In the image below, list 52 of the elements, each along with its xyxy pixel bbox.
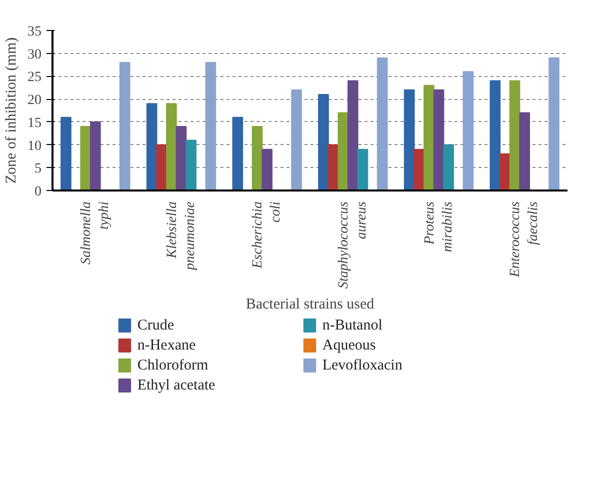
x-tick-label: Escherichia coli xyxy=(250,201,284,270)
y-tick-label: 25 xyxy=(28,70,42,86)
bar xyxy=(252,126,263,190)
bar xyxy=(146,103,158,190)
bar xyxy=(433,89,444,190)
bar xyxy=(348,80,358,190)
legend-label: Aqueous xyxy=(322,338,376,354)
bar xyxy=(186,140,196,190)
x-tick-label: Staphylococcus aureus xyxy=(336,200,370,289)
y-axis-title: Zone of inhibition (mm) xyxy=(4,37,20,184)
x-axis-title: Bacterial strains used xyxy=(246,296,375,313)
legend-label: n-Butanol xyxy=(322,318,382,334)
legend-label: Crude xyxy=(137,318,174,334)
y-tick-label: 30 xyxy=(28,47,42,62)
y-tick-label: 0 xyxy=(34,184,42,200)
x-tick-label: Enterococcus faecalis xyxy=(508,200,542,278)
x-tick-label: Salmonella typhi xyxy=(78,201,112,264)
bar xyxy=(357,148,368,190)
bar xyxy=(318,94,329,190)
bar xyxy=(80,126,92,190)
y-tick-label: 20 xyxy=(28,93,42,108)
bar xyxy=(548,57,560,190)
x-tick-label: Klebsiella pneumoniae xyxy=(164,201,198,271)
y-tick-label: 15 xyxy=(28,116,42,131)
bar xyxy=(462,71,474,190)
legend-label: Levofloxacin xyxy=(322,358,403,374)
bar xyxy=(500,153,510,190)
x-tick-label: Proteus mirabilis xyxy=(422,200,456,252)
bar xyxy=(443,144,454,190)
bar xyxy=(509,80,520,190)
y-tick-label: 35 xyxy=(28,24,42,40)
bar xyxy=(424,84,434,190)
bar xyxy=(414,148,425,190)
bar xyxy=(232,116,244,190)
legend-label: n-Hexane xyxy=(137,338,196,354)
bar xyxy=(519,112,530,190)
bar xyxy=(156,144,168,190)
bar xyxy=(90,121,101,190)
bar xyxy=(166,103,177,190)
bar xyxy=(291,89,302,190)
bar xyxy=(490,80,501,190)
bar xyxy=(205,62,216,190)
y-tick-label: 10 xyxy=(28,138,42,154)
bar xyxy=(404,89,415,190)
legend-label: Chloroform xyxy=(137,358,208,374)
bar xyxy=(376,57,388,190)
y-tick-label: 5 xyxy=(34,162,42,177)
bar xyxy=(262,148,272,190)
bar xyxy=(338,112,349,190)
legend-label: Ethyl acetate xyxy=(137,378,216,394)
bar xyxy=(60,116,72,190)
bar xyxy=(119,62,130,190)
